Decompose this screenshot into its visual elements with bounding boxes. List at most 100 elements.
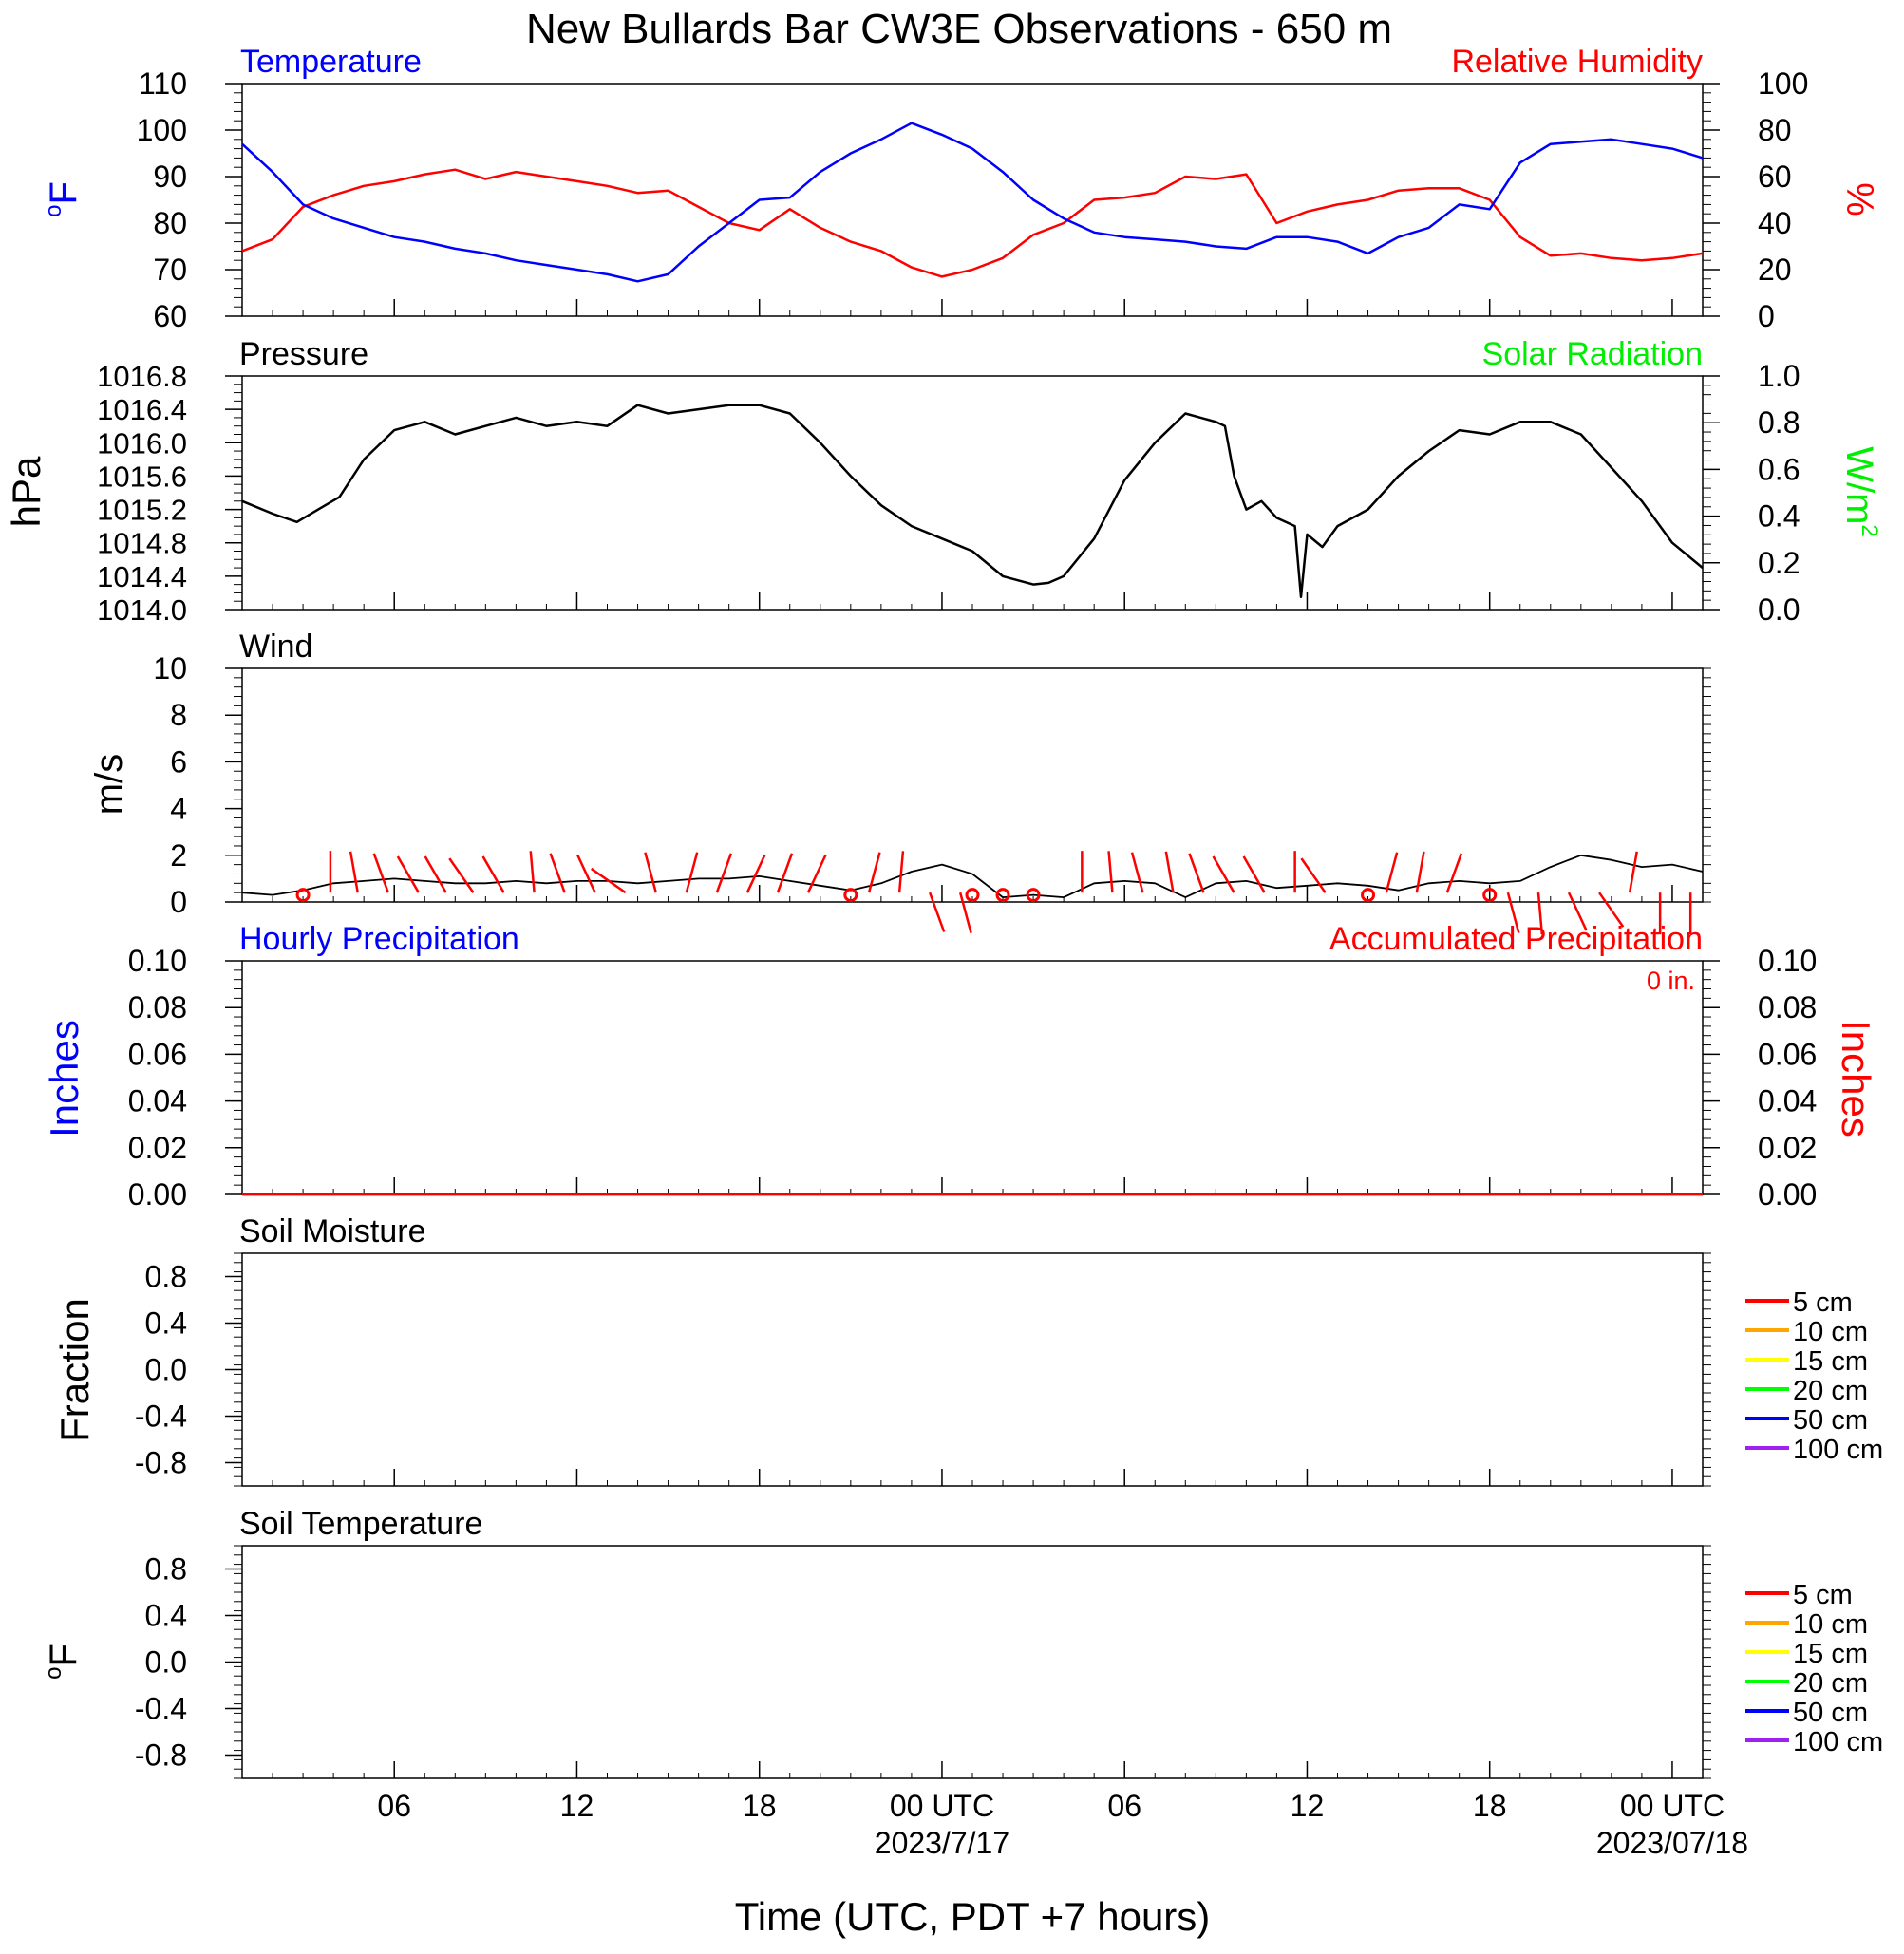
soil-moisture-title: Soil Moisture [239, 1213, 426, 1249]
legend-label: 100 cm [1793, 1435, 1883, 1465]
wind-barb [1536, 892, 1544, 935]
y-tick-label: 80 [153, 206, 187, 240]
solar-minor-ticks [1703, 375, 1711, 611]
wind-barb [776, 853, 794, 893]
wind-barb [424, 855, 447, 893]
soil-moisture-right-minor-ticks [1703, 1252, 1711, 1487]
degree-symbol: o [41, 1667, 66, 1680]
soil-moisture-panel-frame [241, 1252, 1704, 1487]
y-tick-label: 6 [170, 744, 187, 779]
wind-barb [396, 855, 420, 893]
wind-y-axis: 0 2 4 6 8 10 [153, 651, 242, 919]
soil-temp-unit-label: oF [41, 1644, 85, 1680]
y-tick-label: 0.06 [128, 1037, 187, 1071]
y-tick-label: 8 [170, 698, 187, 732]
y-tick-label: 0.4 [145, 1599, 187, 1633]
wind-barb [1567, 892, 1588, 931]
y-tick-label: 90 [153, 160, 187, 194]
soil-moisture-minor-ticks [234, 1252, 242, 1487]
calm-wind-marker [1482, 888, 1498, 903]
y-tick-label: 0.06 [1758, 1037, 1817, 1071]
soil-moisture-y-axis: -0.8 -0.4 0.0 0.4 0.8 [135, 1260, 242, 1480]
y-tick-label: 0.04 [128, 1084, 187, 1118]
wind-right-minor-ticks [1703, 667, 1711, 903]
y-tick-label: 0.8 [145, 1260, 187, 1294]
y-tick-label: 1.0 [1758, 359, 1800, 393]
temperature-unit-text: oF [41, 181, 85, 217]
calm-wind-marker [965, 888, 980, 903]
chart-title: New Bullards Bar CW3E Observations - 650… [526, 6, 1392, 52]
y-tick-label: 0.08 [128, 990, 187, 1024]
wind-barb [806, 854, 827, 893]
x-date-label: 2023/7/17 [875, 1826, 1009, 1860]
legend-label: 100 cm [1793, 1727, 1883, 1757]
calm-wind-marker [295, 888, 311, 903]
rh-minor-ticks [1703, 83, 1711, 317]
calm-wind-marker [1361, 888, 1376, 903]
legend-label: 50 cm [1793, 1698, 1868, 1728]
y-tick-label: 100 [1758, 66, 1808, 101]
calm-wind-marker [843, 888, 858, 903]
y-tick-label: 0.02 [1758, 1131, 1817, 1165]
y-tick-label: -0.8 [135, 1738, 187, 1773]
y-tick-label: 0.4 [1758, 499, 1800, 534]
y-tick-label: 1016.4 [97, 393, 187, 426]
temp-minor-ticks [234, 83, 242, 317]
wind-barb [715, 853, 733, 893]
temp-rh-panel-frame [241, 83, 1704, 317]
x-tick-label: 00 UTC [1620, 1789, 1725, 1823]
soil-temp-x-ticks [241, 1761, 1704, 1778]
wind-barb [448, 857, 475, 893]
precip-left-unit-label: Inches [42, 1020, 86, 1137]
wind-barb [1628, 851, 1638, 893]
wind-barb [1598, 892, 1625, 928]
x-tick-label: 06 [1107, 1789, 1141, 1823]
wind-barb [685, 852, 699, 893]
accumulated-total-label: 0 in. [1647, 967, 1695, 995]
y-tick-label: 0.04 [1758, 1084, 1817, 1118]
y-tick-label: 0.6 [1758, 452, 1800, 486]
precip-panel-frame [241, 960, 1704, 1195]
temperature-unit-label: oF [41, 181, 85, 217]
legend-label: 5 cm [1793, 1580, 1853, 1610]
soil-temp-y-axis: -0.8 -0.4 0.0 0.4 0.8 [135, 1552, 242, 1773]
y-tick-label: 0.0 [145, 1645, 187, 1680]
legend-label: 15 cm [1793, 1639, 1868, 1669]
x-tick-label: 18 [743, 1789, 777, 1823]
precip-minor-ticks [234, 960, 242, 1195]
precip-x-ticks [241, 1177, 1704, 1194]
temperature-title: Temperature [240, 44, 422, 80]
x-tick-label: 00 UTC [890, 1789, 994, 1823]
wind-panel-frame [241, 667, 1704, 903]
y-tick-label: 4 [170, 792, 187, 826]
wind-speed-line [241, 854, 1704, 898]
wind-barb [1212, 855, 1235, 893]
wind-barb [575, 854, 596, 893]
pressure-x-ticks [241, 592, 1704, 610]
legend-label: 15 cm [1793, 1346, 1868, 1377]
soil-temp-minor-ticks [234, 1545, 242, 1779]
calm-wind-marker [995, 888, 1010, 903]
wind-unit-label: m/s [88, 754, 130, 815]
pressure-panel-frame [241, 375, 1704, 611]
y-tick-label: 0.00 [128, 1177, 187, 1212]
temp-y-axis: 60 70 80 90 100 110 [137, 66, 242, 333]
y-tick-label: -0.4 [135, 1692, 187, 1726]
y-tick-label: 0.0 [1758, 592, 1800, 627]
wind-barb [1130, 852, 1144, 893]
solar-unit-base: W/m [1838, 446, 1880, 524]
x-tick-label: 06 [377, 1789, 411, 1823]
unit-letter: F [43, 1644, 85, 1666]
legend-label: 10 cm [1793, 1609, 1868, 1640]
humidity-title: Relative Humidity [1451, 44, 1703, 80]
wind-barb [1506, 892, 1520, 933]
wind-title: Wind [239, 629, 312, 665]
y-tick-label: 1014.0 [97, 593, 187, 627]
soil-temp-panel-frame [241, 1545, 1704, 1779]
y-tick-label: 20 [1758, 253, 1792, 287]
soil-temp-right-minor-ticks [1703, 1545, 1711, 1779]
temp-rh-x-ticks [241, 299, 1704, 316]
